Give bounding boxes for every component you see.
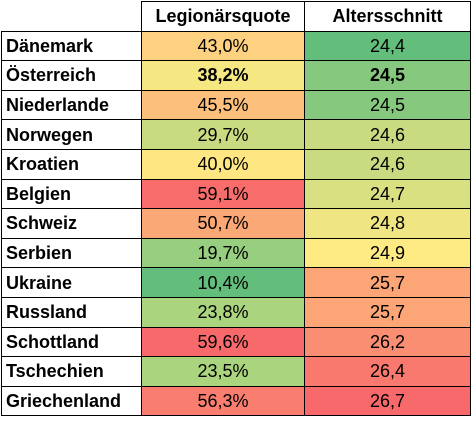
altersschnitt-cell: 24,5 xyxy=(304,60,471,91)
country-cell: Griechenland xyxy=(1,385,142,417)
legionaersquote-cell: 59,1% xyxy=(141,178,305,210)
altersschnitt-cell: 26,7 xyxy=(304,385,471,417)
legionaersquote-cell: 43,0% xyxy=(141,30,305,62)
corner-header xyxy=(1,1,142,32)
legionaersquote-cell: 50,7% xyxy=(141,208,305,239)
altersschnitt-cell: 24,9 xyxy=(304,237,471,269)
altersschnitt-cell: 24,8 xyxy=(304,208,471,239)
header-row: Legionärsquote Altersschnitt xyxy=(1,1,471,32)
legionaersquote-cell: 23,8% xyxy=(141,296,305,328)
country-cell: Ukraine xyxy=(1,267,142,298)
table-row: Dänemark 43,0% 24,4 xyxy=(1,30,471,62)
country-cell: Dänemark xyxy=(1,30,142,62)
country-cell: Kroatien xyxy=(1,148,142,180)
legionaersquote-cell: 10,4% xyxy=(141,267,305,298)
legionaersquote-cell: 23,5% xyxy=(141,356,305,387)
country-cell: Österreich xyxy=(1,60,142,91)
altersschnitt-cell: 24,5 xyxy=(304,89,471,121)
table-row: Kroatien 40,0% 24,6 xyxy=(1,148,471,180)
altersschnitt-cell: 26,2 xyxy=(304,326,471,358)
country-cell: Tschechien xyxy=(1,356,142,387)
legionaersquote-cell: 38,2% xyxy=(141,60,305,91)
table-row: Serbien 19,7% 24,9 xyxy=(1,237,471,269)
altersschnitt-cell: 25,7 xyxy=(304,296,471,328)
table-row: Österreich 38,2% 24,5 xyxy=(1,60,471,91)
country-cell: Belgien xyxy=(1,178,142,210)
altersschnitt-cell: 25,7 xyxy=(304,267,471,298)
header-altersschnitt: Altersschnitt xyxy=(304,1,471,32)
legionaersquote-cell: 29,7% xyxy=(141,119,305,150)
altersschnitt-cell: 24,6 xyxy=(304,148,471,180)
legionaersquote-cell: 59,6% xyxy=(141,326,305,358)
legionaersquote-cell: 40,0% xyxy=(141,148,305,180)
table-row: Russland 23,8% 25,7 xyxy=(1,296,471,328)
altersschnitt-cell: 24,4 xyxy=(304,30,471,62)
legionaersquote-cell: 56,3% xyxy=(141,385,305,417)
altersschnitt-cell: 24,7 xyxy=(304,178,471,210)
altersschnitt-cell: 24,6 xyxy=(304,119,471,150)
table-row: Ukraine 10,4% 25,7 xyxy=(1,267,471,298)
country-cell: Schottland xyxy=(1,326,142,358)
table-row: Tschechien 23,5% 26,4 xyxy=(1,356,471,387)
country-cell: Schweiz xyxy=(1,208,142,239)
table-row: Schottland 59,6% 26,2 xyxy=(1,326,471,358)
table-body: Dänemark 43,0% 24,4 Österreich 38,2% 24,5 Nied… xyxy=(1,30,471,417)
legionaersquote-cell: 19,7% xyxy=(141,237,305,269)
table-row: Belgien 59,1% 24,7 xyxy=(1,178,471,210)
country-cell: Serbien xyxy=(1,237,142,269)
table-row: Niederlande 45,5% 24,5 xyxy=(1,89,471,121)
country-cell: Norwegen xyxy=(1,119,142,150)
table-row: Norwegen 29,7% 24,6 xyxy=(1,119,471,150)
altersschnitt-cell: 26,4 xyxy=(304,356,471,387)
country-cell: Russland xyxy=(1,296,142,328)
comparison-table: Legionärsquote Altersschnitt Dänemark 43,… xyxy=(1,1,471,417)
table-row: Griechenland 56,3% 26,7 xyxy=(1,385,471,417)
table-row: Schweiz 50,7% 24,8 xyxy=(1,208,471,239)
country-cell: Niederlande xyxy=(1,89,142,121)
legionaersquote-cell: 45,5% xyxy=(141,89,305,121)
header-legionaersquote: Legionärsquote xyxy=(141,1,305,32)
